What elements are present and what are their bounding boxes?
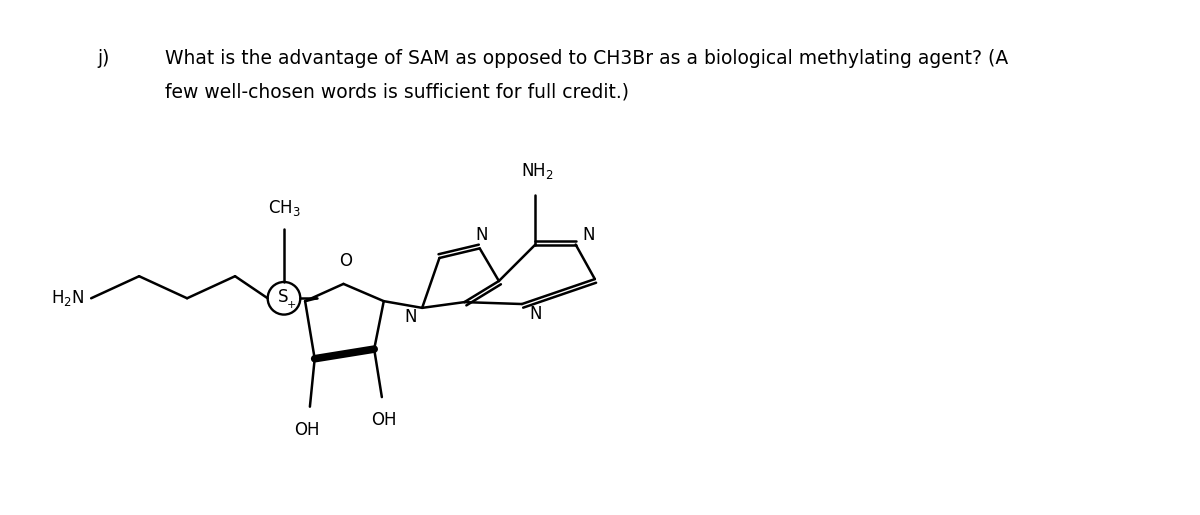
Text: What is the advantage of SAM as opposed to CH3Br as a biological methylating age: What is the advantage of SAM as opposed … <box>166 49 1008 68</box>
Text: N: N <box>475 226 488 244</box>
Text: O: O <box>338 252 352 270</box>
Text: H$_2$N: H$_2$N <box>52 288 84 308</box>
Text: S: S <box>277 288 288 306</box>
Text: few well-chosen words is sufficient for full credit.): few well-chosen words is sufficient for … <box>166 82 629 101</box>
Text: +: + <box>287 300 296 310</box>
Text: NH$_2$: NH$_2$ <box>521 161 553 181</box>
Text: N: N <box>583 226 595 244</box>
Text: OH: OH <box>371 411 396 430</box>
Text: CH$_3$: CH$_3$ <box>268 198 300 218</box>
Text: j): j) <box>98 49 110 68</box>
Text: N: N <box>404 308 416 327</box>
Text: N: N <box>529 305 541 322</box>
Text: OH: OH <box>294 421 319 439</box>
